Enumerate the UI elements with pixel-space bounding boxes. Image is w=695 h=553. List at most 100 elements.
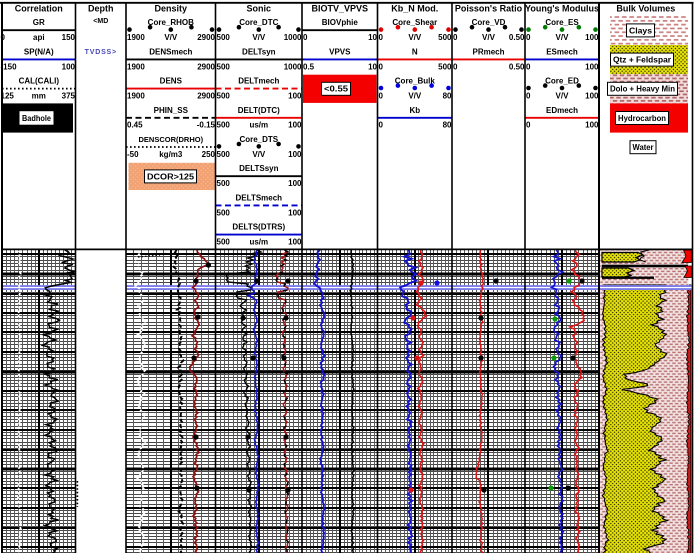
svg-text:500: 500 <box>217 208 231 217</box>
svg-text:100: 100 <box>585 121 599 130</box>
svg-text:Kb_N Mod.: Kb_N Mod. <box>391 4 438 14</box>
svg-text:125: 125 <box>1 92 15 101</box>
svg-text:500: 500 <box>217 179 231 188</box>
svg-text:0: 0 <box>526 121 531 130</box>
svg-text:1000: 1000 <box>284 62 302 71</box>
svg-text:kg/m3: kg/m3 <box>159 150 183 159</box>
svg-text:PRmech: PRmech <box>472 47 504 56</box>
svg-text:80: 80 <box>443 92 452 101</box>
svg-text:SP(N/A): SP(N/A) <box>24 47 54 56</box>
svg-text:0.45: 0.45 <box>127 121 143 130</box>
svg-text:100: 100 <box>288 238 302 247</box>
svg-text:Clays: Clays <box>629 26 653 35</box>
svg-text:Hydrocarbon: Hydrocarbon <box>618 114 666 123</box>
svg-text:DENSmech: DENSmech <box>149 47 192 56</box>
svg-text:0: 0 <box>379 33 384 42</box>
svg-text:Badhole: Badhole <box>22 113 51 123</box>
svg-text:V/V: V/V <box>556 92 570 101</box>
svg-text:0.50: 0.50 <box>509 62 525 71</box>
svg-text:500: 500 <box>217 92 231 101</box>
svg-text:Core_VD: Core_VD <box>472 18 506 27</box>
svg-text:100: 100 <box>585 92 599 101</box>
svg-text:500: 500 <box>217 33 231 42</box>
svg-text:10: 10 <box>368 33 377 42</box>
svg-text:Core_Bulk: Core_Bulk <box>395 77 436 86</box>
svg-text:TVDSS>: TVDSS> <box>85 49 117 56</box>
svg-text:Dolo + Heavy Min: Dolo + Heavy Min <box>610 85 675 94</box>
svg-text:250: 250 <box>202 150 216 159</box>
svg-text:1900: 1900 <box>127 62 145 71</box>
svg-text:500: 500 <box>217 121 231 130</box>
svg-text:10: 10 <box>368 62 377 71</box>
svg-text:api: api <box>33 33 45 42</box>
svg-text:100: 100 <box>288 150 302 159</box>
svg-text:1000: 1000 <box>284 33 302 42</box>
svg-text:2900: 2900 <box>197 62 215 71</box>
svg-text:V/V: V/V <box>482 33 496 42</box>
svg-text:V/V: V/V <box>252 33 266 42</box>
svg-text:DELTSsyn: DELTSsyn <box>239 164 279 173</box>
svg-text:Density: Density <box>155 4 188 14</box>
svg-text:V/V: V/V <box>408 92 422 101</box>
svg-text:V/V: V/V <box>408 33 422 42</box>
svg-text:-0.15: -0.15 <box>197 121 216 130</box>
svg-text:100: 100 <box>288 208 302 217</box>
svg-text:DELTsyn: DELTsyn <box>242 47 276 56</box>
svg-text:Depth: Depth <box>88 4 114 14</box>
svg-text:100: 100 <box>585 33 599 42</box>
svg-text:500: 500 <box>217 150 231 159</box>
svg-text:V/V: V/V <box>164 33 178 42</box>
svg-text:0: 0 <box>526 62 531 71</box>
svg-text:CAL(CALI): CAL(CALI) <box>19 77 60 86</box>
svg-text:Core_RHOB: Core_RHOB <box>148 18 194 27</box>
svg-text:500: 500 <box>217 238 231 247</box>
svg-text:GR: GR <box>33 18 45 27</box>
svg-text:80: 80 <box>443 121 452 130</box>
svg-text:BIOVphie: BIOVphie <box>322 18 359 27</box>
svg-text:Core_ES: Core_ES <box>545 18 579 27</box>
svg-text:DCOR>125: DCOR>125 <box>147 172 195 181</box>
svg-text:Core_Shear: Core_Shear <box>392 18 437 27</box>
svg-text:Kb: Kb <box>409 106 420 115</box>
svg-text:2900: 2900 <box>197 33 215 42</box>
svg-text:Core_DTC: Core_DTC <box>239 18 278 27</box>
svg-text:Core_ED: Core_ED <box>545 77 579 86</box>
svg-text:-50: -50 <box>127 150 139 159</box>
svg-text:375: 375 <box>62 92 76 101</box>
svg-text:us/m: us/m <box>249 121 268 130</box>
svg-text:<MD: <MD <box>93 18 108 25</box>
svg-text:100: 100 <box>288 121 302 130</box>
svg-text:1900: 1900 <box>127 92 145 101</box>
svg-text:DELTS(DTRS): DELTS(DTRS) <box>232 223 285 232</box>
svg-text:V/V: V/V <box>252 150 266 159</box>
svg-text:100: 100 <box>288 179 302 188</box>
svg-text:100: 100 <box>585 62 599 71</box>
svg-text:0: 0 <box>453 33 458 42</box>
svg-text:0: 0 <box>453 62 458 71</box>
svg-text:500: 500 <box>217 62 231 71</box>
svg-text:500: 500 <box>438 62 452 71</box>
svg-text:Core_DTS: Core_DTS <box>239 135 278 144</box>
svg-text:0: 0 <box>379 92 384 101</box>
svg-text:PHIN_SS: PHIN_SS <box>154 106 189 115</box>
svg-text:Young's Modulus: Young's Modulus <box>525 4 599 14</box>
svg-text:VPVS: VPVS <box>329 47 351 56</box>
svg-text:-150: -150 <box>1 62 18 71</box>
svg-text:Poisson's Ratio: Poisson's Ratio <box>455 4 523 14</box>
svg-text:0: 0 <box>379 121 384 130</box>
svg-text:V/V: V/V <box>556 33 570 42</box>
svg-text:0: 0 <box>526 92 531 101</box>
svg-text:mm: mm <box>32 92 46 101</box>
svg-text:DENSCOR(DRHO): DENSCOR(DRHO) <box>139 135 204 144</box>
svg-text:0.50: 0.50 <box>509 33 525 42</box>
svg-text:Qtz + Feldspar: Qtz + Feldspar <box>613 56 671 65</box>
svg-text:ESmech: ESmech <box>546 47 578 56</box>
svg-text:N: N <box>412 47 418 56</box>
svg-text:BIOTV_VPVS: BIOTV_VPVS <box>312 4 369 14</box>
svg-text:Bulk Volumes: Bulk Volumes <box>616 4 675 14</box>
svg-text:0: 0 <box>526 33 531 42</box>
svg-text:DELTmech: DELTmech <box>238 77 279 86</box>
svg-text:Sonic: Sonic <box>247 4 272 14</box>
svg-text:0.5: 0.5 <box>303 62 315 71</box>
svg-text:100: 100 <box>62 62 76 71</box>
